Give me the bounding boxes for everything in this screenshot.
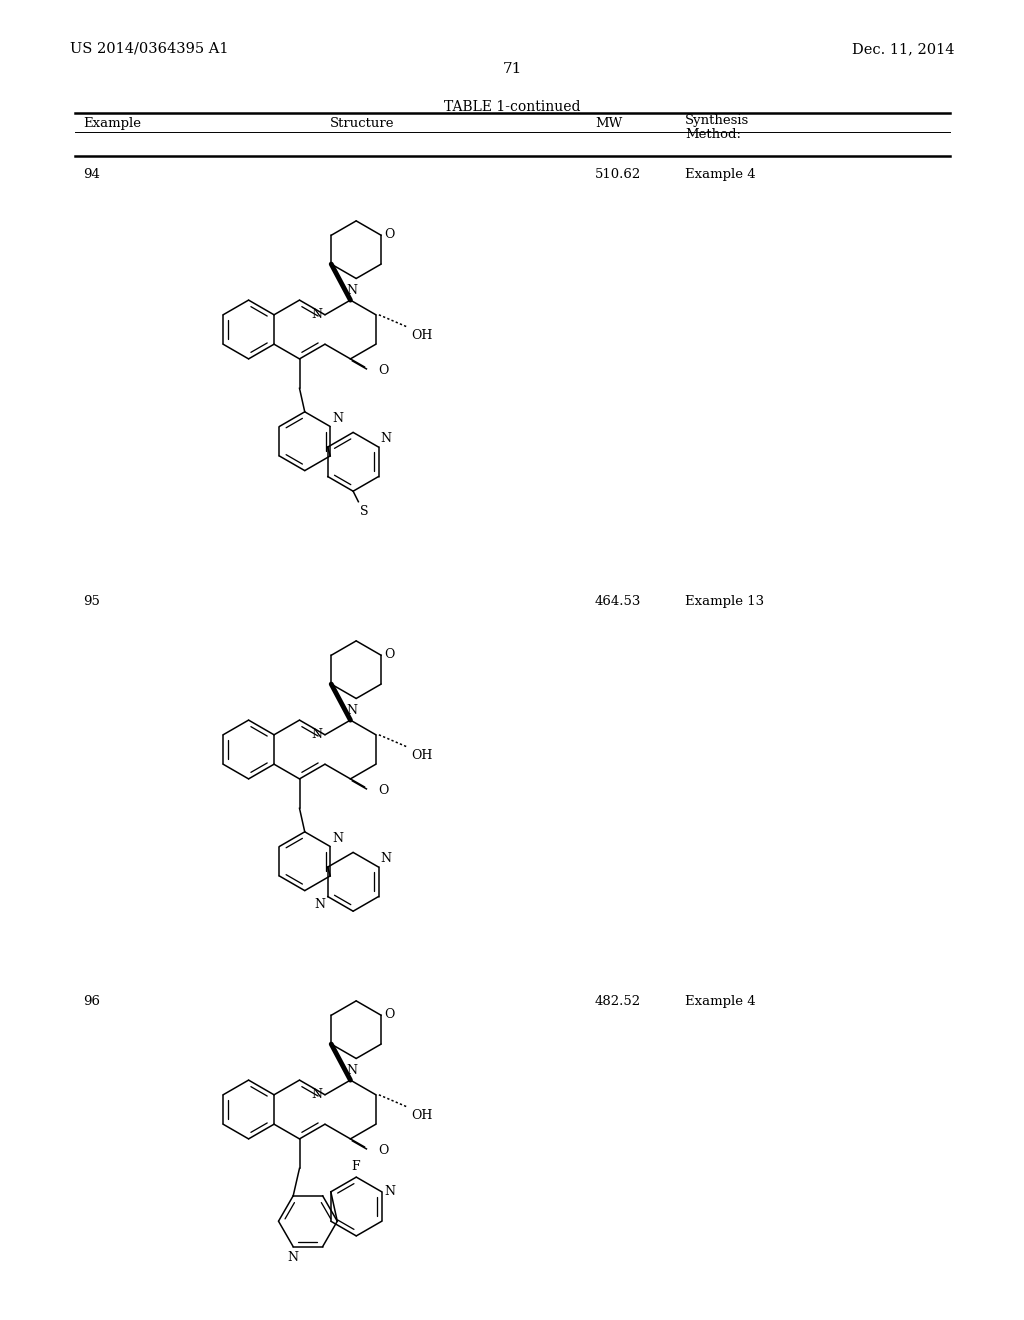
Text: O: O xyxy=(378,363,388,376)
Text: N: N xyxy=(346,1064,357,1077)
Text: S: S xyxy=(360,504,369,517)
Text: 94: 94 xyxy=(83,168,100,181)
Text: 510.62: 510.62 xyxy=(595,168,641,181)
Text: Example 4: Example 4 xyxy=(685,995,756,1008)
Text: N: N xyxy=(332,832,343,845)
Text: TABLE 1-continued: TABLE 1-continued xyxy=(443,100,581,114)
Text: OH: OH xyxy=(412,330,433,342)
Text: O: O xyxy=(378,784,388,796)
Text: N: N xyxy=(385,1185,395,1199)
Text: N: N xyxy=(311,309,322,321)
Text: US 2014/0364395 A1: US 2014/0364395 A1 xyxy=(70,42,228,55)
Text: 482.52: 482.52 xyxy=(595,995,641,1008)
Text: 71: 71 xyxy=(503,62,521,77)
Text: N: N xyxy=(288,1250,299,1263)
Text: 95: 95 xyxy=(83,595,100,609)
Text: N: N xyxy=(311,729,322,742)
Text: Dec. 11, 2014: Dec. 11, 2014 xyxy=(852,42,954,55)
Text: OH: OH xyxy=(412,1109,433,1122)
Text: Example: Example xyxy=(83,117,141,129)
Text: N: N xyxy=(346,284,357,297)
Text: O: O xyxy=(384,1007,394,1020)
Text: Example 13: Example 13 xyxy=(685,595,764,609)
Text: Structure: Structure xyxy=(330,117,394,129)
Text: N: N xyxy=(311,1088,322,1101)
Text: N: N xyxy=(381,853,391,865)
Text: F: F xyxy=(351,1160,359,1173)
Text: 464.53: 464.53 xyxy=(595,595,641,609)
Text: MW: MW xyxy=(595,117,623,129)
Text: Method:: Method: xyxy=(685,128,741,141)
Text: N: N xyxy=(381,432,391,445)
Text: O: O xyxy=(384,648,394,661)
Text: Example 4: Example 4 xyxy=(685,168,756,181)
Text: OH: OH xyxy=(412,750,433,763)
Text: Synthesis: Synthesis xyxy=(685,114,750,127)
Text: O: O xyxy=(378,1143,388,1156)
Text: N: N xyxy=(346,704,357,717)
Text: N: N xyxy=(314,899,326,912)
Text: N: N xyxy=(332,412,343,425)
Text: O: O xyxy=(384,228,394,240)
Text: 96: 96 xyxy=(83,995,100,1008)
